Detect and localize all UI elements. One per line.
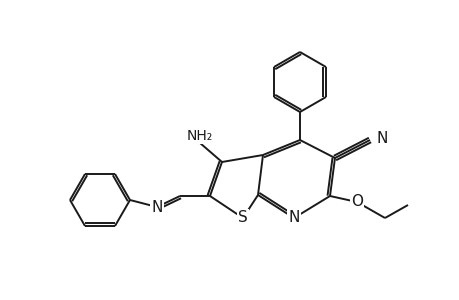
Text: NH₂: NH₂ (186, 129, 213, 143)
Text: O: O (350, 194, 362, 209)
Text: N: N (288, 211, 299, 226)
Text: S: S (238, 211, 247, 226)
Text: N: N (151, 200, 162, 214)
Text: N: N (376, 130, 387, 146)
